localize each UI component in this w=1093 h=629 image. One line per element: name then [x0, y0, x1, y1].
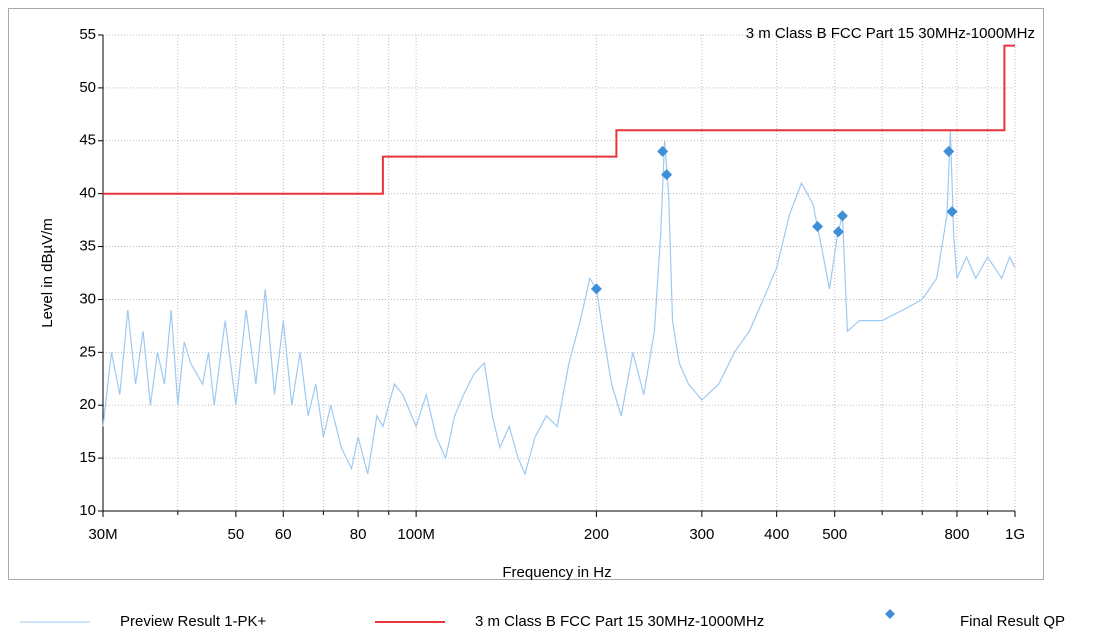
y-tick-label: 10: [79, 502, 96, 519]
data-point: [946, 206, 958, 218]
y-tick-label: 25: [79, 343, 96, 360]
x-tick-label: 400: [764, 526, 789, 543]
x-tick-label: 500: [822, 526, 847, 543]
x-tick-label: 50: [228, 526, 245, 543]
y-axis-label: Level in dBµV/m: [39, 218, 56, 328]
legend-swatch: [885, 609, 895, 619]
y-tick-label: 55: [79, 26, 96, 43]
x-tick-label: 30M: [88, 526, 117, 543]
y-tick-label: 40: [79, 185, 96, 202]
y-tick-label: 45: [79, 132, 96, 149]
x-tick-label: 100M: [397, 526, 435, 543]
data-point: [836, 210, 848, 222]
y-tick-label: 50: [79, 79, 96, 96]
data-point: [661, 169, 673, 181]
y-tick-label: 35: [79, 238, 96, 255]
x-tick-label: 60: [275, 526, 292, 543]
x-tick-label: 300: [689, 526, 714, 543]
legend-label: Preview Result 1-PK+: [120, 613, 267, 629]
legend-label: 3 m Class B FCC Part 15 30MHz-1000MHz: [475, 613, 764, 629]
y-tick-label: 20: [79, 396, 96, 413]
y-tick-label: 15: [79, 449, 96, 466]
data-point: [590, 283, 602, 295]
frame: [8, 8, 1044, 580]
x-tick-label: 800: [944, 526, 969, 543]
x-tick-label: 80: [350, 526, 367, 543]
data-point: [812, 220, 824, 232]
limit-annotation: 3 m Class B FCC Part 15 30MHz-1000MHz: [746, 25, 1035, 42]
x-tick-label: 200: [584, 526, 609, 543]
x-tick-label: 1G: [1005, 526, 1025, 543]
data-point: [657, 145, 669, 157]
x-axis-label: Frequency in Hz: [502, 564, 611, 581]
data-point: [943, 145, 955, 157]
series-line: [102, 130, 1016, 476]
legend-label: Final Result QP: [960, 613, 1065, 629]
series-line: [103, 44, 1015, 195]
data-point: [832, 226, 844, 238]
y-tick-label: 30: [79, 290, 96, 307]
